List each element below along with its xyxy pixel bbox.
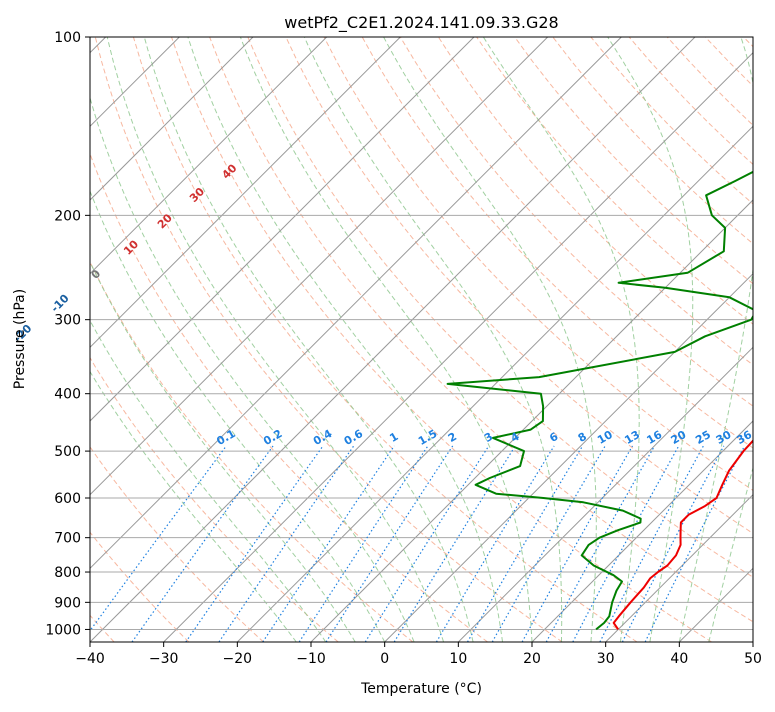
y-axis-label: Pressure (hPa) <box>12 289 28 389</box>
x-tick-label: −40 <box>75 651 105 667</box>
chart-title: wetPf2_C2E1.2024.141.09.33.G28 <box>284 13 558 33</box>
x-tick-label: 10 <box>449 651 467 667</box>
y-tick-label: 600 <box>54 491 81 507</box>
x-tick-label: −30 <box>149 651 179 667</box>
plot-area <box>90 37 753 642</box>
y-tick-label: 300 <box>54 313 81 329</box>
x-axis-label: Temperature (°C) <box>360 681 482 697</box>
y-tick-label: 1000 <box>45 622 81 638</box>
x-tick-label: 30 <box>597 651 615 667</box>
y-tick-label: 400 <box>54 387 81 403</box>
x-tick-label: 20 <box>523 651 541 667</box>
y-tick-label: 900 <box>54 595 81 611</box>
y-tick-label: 200 <box>54 208 81 224</box>
x-tick-label: −10 <box>296 651 326 667</box>
x-tick-label: 40 <box>670 651 688 667</box>
y-tick-label: 500 <box>54 444 81 460</box>
x-tick-label: −20 <box>223 651 253 667</box>
x-tick-label: 0 <box>380 651 389 667</box>
y-tick-label: 800 <box>54 565 81 581</box>
y-tick-label: 100 <box>54 30 81 46</box>
y-tick-label: 700 <box>54 531 81 547</box>
x-tick-label: 50 <box>744 651 762 667</box>
